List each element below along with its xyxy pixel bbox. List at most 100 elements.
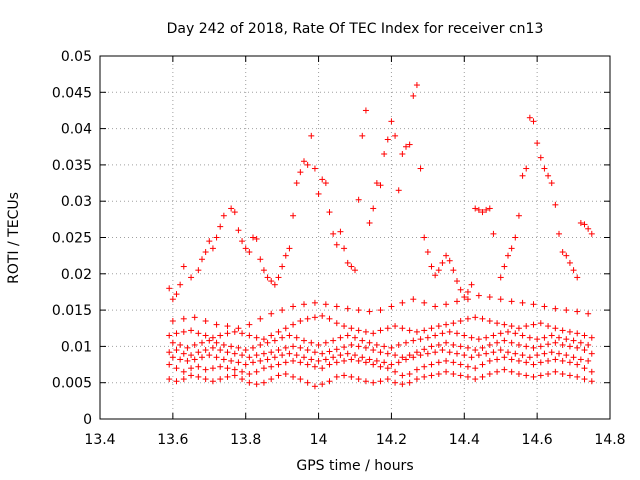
data-point — [399, 372, 406, 379]
data-point — [483, 350, 490, 357]
data-point — [424, 334, 431, 341]
data-point — [213, 354, 220, 361]
data-point — [523, 343, 530, 350]
data-point — [231, 209, 238, 216]
data-point — [428, 343, 435, 350]
x-tick-label: 14.4 — [449, 432, 480, 448]
data-point — [457, 286, 464, 293]
data-point — [348, 373, 355, 380]
data-point — [173, 330, 180, 337]
data-point — [472, 347, 479, 354]
data-point — [326, 348, 333, 355]
data-point — [202, 347, 209, 354]
data-point — [519, 352, 526, 359]
data-point — [242, 245, 249, 252]
data-point — [195, 330, 202, 337]
data-point — [260, 336, 267, 343]
data-point — [435, 267, 442, 274]
data-point — [246, 354, 253, 361]
data-point — [552, 305, 559, 312]
data-point — [231, 350, 238, 357]
data-point — [439, 347, 446, 354]
data-point — [552, 339, 559, 346]
data-point — [315, 357, 322, 364]
data-point — [406, 327, 413, 334]
data-point — [271, 354, 278, 361]
data-point — [217, 363, 224, 370]
data-point — [228, 205, 235, 212]
y-tick-label: 0.025 — [52, 231, 92, 247]
data-point — [545, 370, 552, 377]
data-point — [384, 365, 391, 372]
data-point — [410, 354, 417, 361]
data-point — [213, 339, 220, 346]
data-point — [304, 315, 311, 322]
data-point — [559, 341, 566, 348]
data-point — [454, 330, 460, 337]
data-point — [209, 378, 216, 385]
data-point — [239, 368, 246, 375]
data-point — [428, 361, 435, 368]
data-point — [166, 361, 173, 368]
data-point — [169, 317, 176, 324]
data-point — [450, 267, 457, 274]
data-point — [344, 305, 351, 312]
data-point — [548, 180, 555, 187]
data-point — [373, 341, 380, 348]
data-point — [224, 365, 231, 372]
data-point — [235, 344, 242, 351]
data-point — [526, 334, 533, 341]
data-point — [319, 365, 326, 372]
data-point — [413, 328, 420, 335]
data-point — [392, 132, 399, 139]
chart-title: Day 242 of 2018, Rate Of TEC Index for r… — [167, 21, 544, 37]
data-point — [279, 263, 286, 270]
data-point — [570, 267, 577, 274]
data-point — [304, 379, 311, 386]
data-point — [366, 219, 373, 226]
data-point — [588, 368, 595, 375]
data-point — [501, 321, 508, 328]
data-point — [206, 337, 213, 344]
data-point — [377, 307, 384, 314]
y-tick-label: 0 — [83, 412, 92, 428]
data-point — [169, 339, 176, 346]
data-point — [574, 373, 581, 380]
data-point — [577, 356, 584, 363]
data-point — [352, 334, 358, 341]
data-point — [180, 328, 187, 335]
data-point — [377, 378, 384, 385]
data-point — [403, 143, 409, 150]
data-point — [421, 299, 428, 306]
data-point — [406, 379, 413, 386]
data-point — [537, 343, 544, 350]
data-point — [279, 307, 286, 314]
data-point — [293, 334, 300, 341]
data-point — [443, 321, 450, 328]
data-point — [413, 82, 420, 89]
data-point — [319, 381, 326, 388]
data-point — [494, 339, 501, 346]
data-point — [439, 330, 446, 337]
data-point — [505, 349, 511, 356]
data-point — [410, 337, 417, 344]
data-point — [497, 330, 504, 337]
data-point — [450, 359, 457, 366]
data-point — [220, 212, 227, 219]
data-point — [541, 165, 548, 172]
data-point — [395, 341, 402, 348]
data-point — [450, 320, 457, 327]
data-point — [224, 330, 231, 337]
data-point — [199, 339, 205, 346]
data-point — [479, 361, 486, 368]
data-point — [341, 372, 348, 379]
data-point — [486, 205, 493, 212]
data-point — [490, 349, 497, 356]
data-point — [435, 341, 442, 348]
data-point — [286, 350, 293, 357]
data-point — [362, 359, 369, 366]
data-point — [286, 332, 293, 339]
data-point — [191, 341, 198, 348]
data-point — [220, 341, 227, 348]
data-point — [264, 339, 271, 346]
